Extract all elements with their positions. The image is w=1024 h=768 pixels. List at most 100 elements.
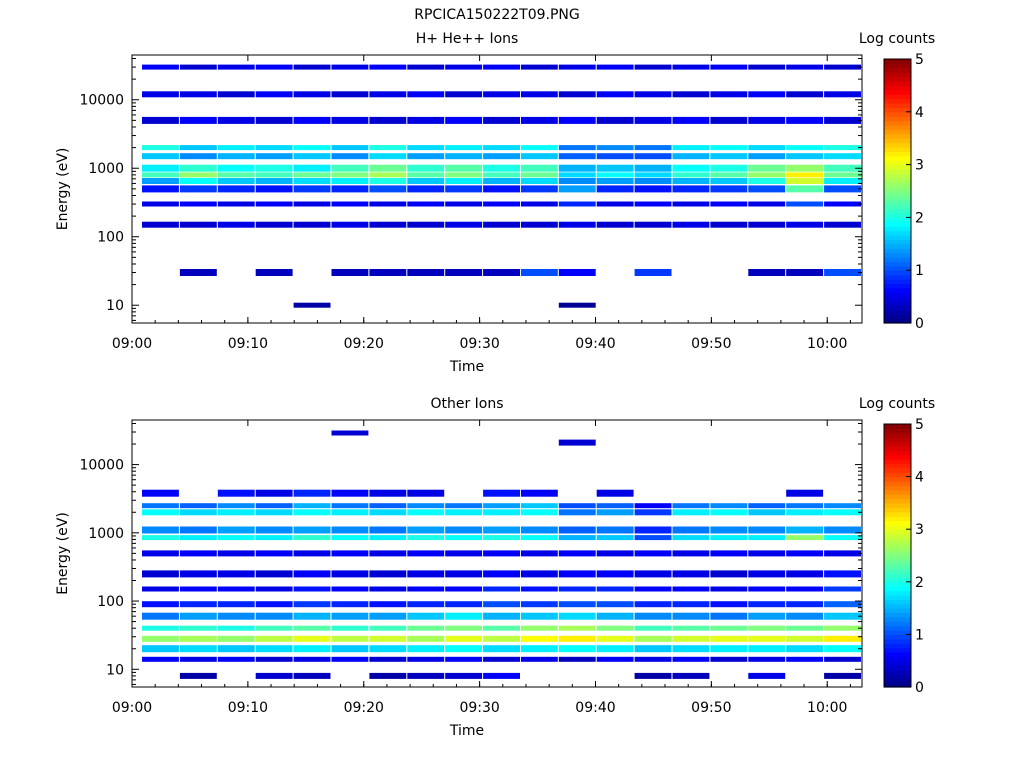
heatmap-cell (520, 201, 558, 207)
heatmap-cell (710, 185, 748, 193)
heatmap-cell (293, 64, 331, 70)
heatmap-cell (407, 201, 445, 207)
heatmap-cell (558, 164, 596, 172)
colorbar-step (884, 173, 911, 179)
heatmap-cell (748, 672, 786, 679)
heatmap-cell (407, 526, 445, 534)
heatmap-cell (824, 153, 861, 160)
heatmap-cell (407, 221, 445, 228)
heatmap-cell (407, 269, 445, 276)
heatmap-cell (483, 145, 520, 151)
heatmap-cell (179, 601, 217, 608)
heatmap-cell (824, 185, 861, 193)
heatmap-cell (824, 145, 861, 151)
heatmap-cell (558, 635, 596, 642)
heatmap-cell (445, 656, 483, 662)
heatmap-cell (634, 550, 672, 557)
colorbar-frame (883, 58, 912, 324)
heatmap-cell (672, 526, 710, 534)
heatmap-cell (824, 635, 861, 642)
heatmap-cell (483, 116, 520, 124)
heatmap-cell (179, 612, 217, 620)
x-tick-label: 09:50 (691, 700, 731, 716)
heatmap-cell (331, 178, 369, 184)
heatmap-cell (672, 645, 710, 653)
heatmap-cell (672, 145, 710, 151)
heatmap-cell (748, 221, 786, 228)
heatmap-cell (445, 503, 483, 509)
heatmap-cell (558, 201, 596, 207)
heatmap-cell (672, 535, 710, 541)
colorbar-step (884, 76, 911, 82)
heatmap-cell (142, 116, 179, 124)
heatmap-cell (710, 535, 748, 541)
x-tick-label: 09:50 (691, 336, 731, 352)
colorbar-step (884, 287, 911, 293)
heatmap-cell (520, 526, 558, 534)
colorbar-step (884, 63, 911, 69)
heatmap-cell (786, 586, 824, 592)
y-tick-label: 1000 (88, 526, 124, 542)
heatmap-cell (331, 586, 369, 592)
heatmap-cell (672, 656, 710, 662)
heatmap-cell (217, 185, 255, 193)
heatmap-cell (786, 570, 824, 578)
heatmap-cell (369, 145, 407, 151)
heatmap-cell (786, 550, 824, 557)
heatmap-cell (558, 269, 596, 276)
heatmap-cell (217, 625, 255, 631)
heatmap-cell (710, 145, 748, 151)
heatmap-cell (824, 178, 861, 184)
heatmap-cell (255, 91, 293, 98)
heatmap-cell (142, 153, 179, 160)
heatmap-cell (596, 535, 634, 541)
heatmap-cell (596, 164, 634, 172)
x-tick-label: 09:20 (344, 700, 384, 716)
heatmap-cell (179, 645, 217, 653)
heatmap-cell (142, 526, 179, 534)
heatmap-cell (293, 586, 331, 592)
colorbar-step (884, 678, 911, 684)
heatmap-cell (331, 64, 369, 70)
heatmap-cell (293, 489, 331, 497)
heatmap-cell (672, 503, 710, 509)
colorbar-step (884, 151, 911, 157)
heatmap-cell (331, 172, 369, 178)
colorbar-step (884, 445, 911, 451)
heatmap-cell (672, 221, 710, 228)
colorbar-step (884, 599, 911, 605)
heatmap-cell (748, 116, 786, 124)
colorbar-step (884, 616, 911, 622)
heatmap-cell (255, 489, 293, 497)
heatmap-cell (520, 64, 558, 70)
heatmap-cell (786, 178, 824, 184)
colorbar-step (884, 551, 911, 557)
colorbar-step (884, 138, 911, 144)
heatmap-cell (255, 612, 293, 620)
heatmap-cell (407, 509, 445, 516)
heatmap-cells (142, 64, 861, 308)
heatmap-cell (710, 64, 748, 70)
heatmap-cell (217, 201, 255, 207)
heatmap-cell (558, 221, 596, 228)
heatmap-cell (179, 503, 217, 509)
heatmap-cell (445, 201, 483, 207)
y-tick-label: 10000 (79, 93, 124, 109)
heatmap-cell (255, 586, 293, 592)
heatmap-cell (331, 221, 369, 228)
heatmap-cell (558, 302, 596, 308)
colorbar: 0 1 2 3 4 5 Log counts (859, 31, 935, 332)
colorbar-step (884, 454, 911, 460)
heatmap-cell (634, 178, 672, 184)
heatmap-cell (558, 570, 596, 578)
heatmap-cell (217, 656, 255, 662)
heatmap-cell (596, 172, 634, 178)
x-tick-label: 09:40 (575, 336, 615, 352)
heatmap-cell (596, 185, 634, 193)
heatmap-cell (634, 172, 672, 178)
heatmap-cell (786, 526, 824, 534)
heatmap-cell (407, 145, 445, 151)
heatmap-cell (293, 509, 331, 516)
heatmap-cell (483, 601, 520, 608)
colorbar-step (884, 160, 911, 166)
